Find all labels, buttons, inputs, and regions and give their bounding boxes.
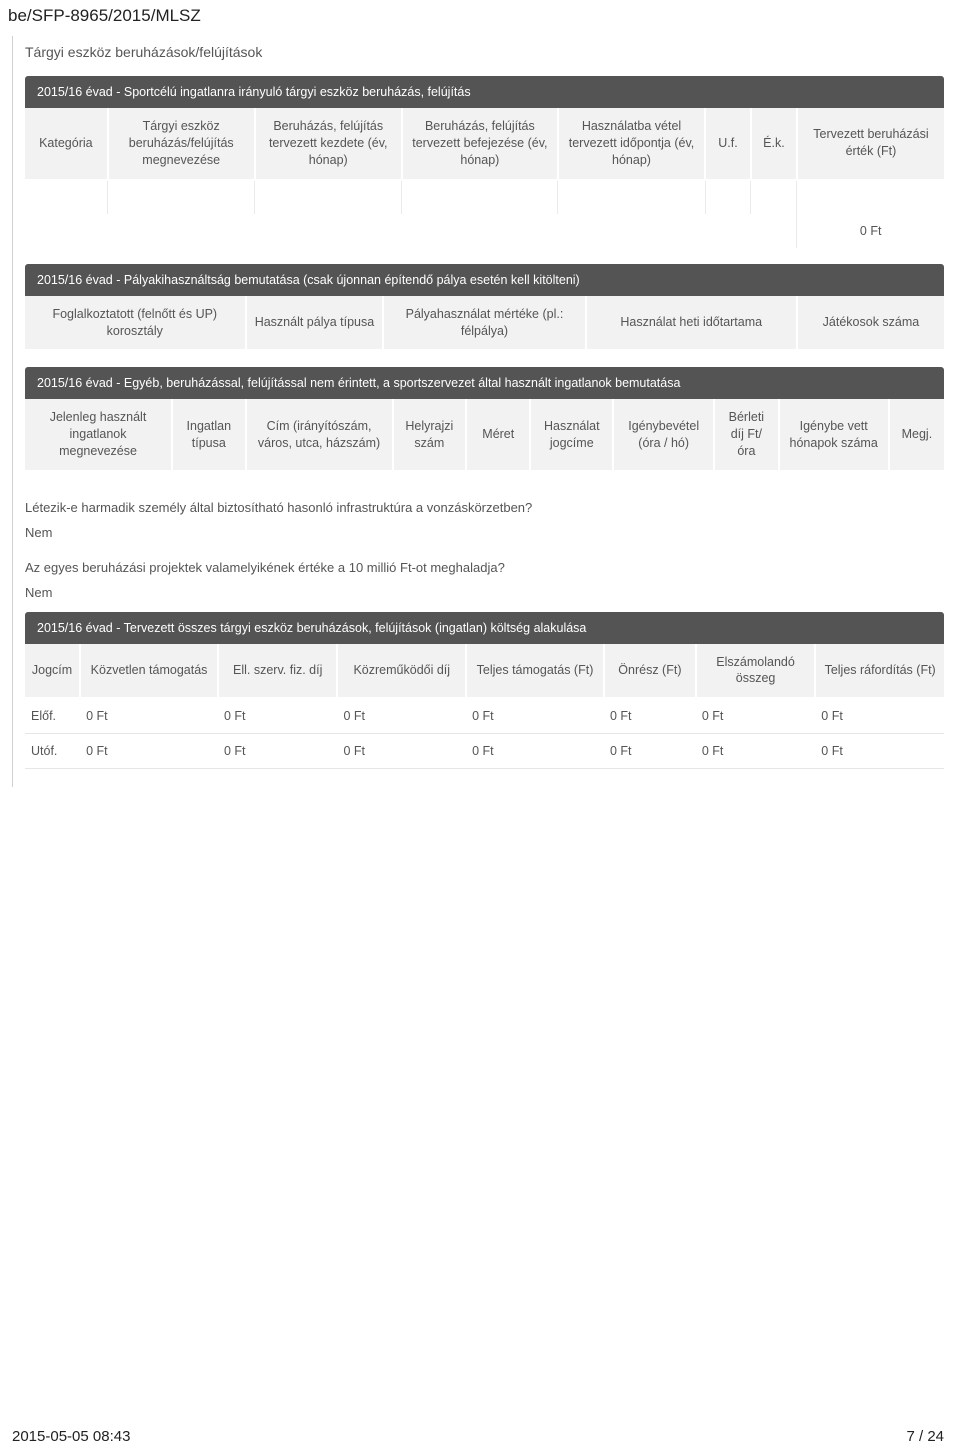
footer-timestamp: 2015-05-05 08:43 bbox=[12, 1428, 130, 1445]
th-group: Foglalkoztatott (felnőtt és UP) korosztá… bbox=[25, 296, 246, 351]
cell-value: 0 Ft bbox=[218, 733, 337, 768]
table-pitch-usage: Foglalkoztatott (felnőtt és UP) korosztá… bbox=[25, 296, 944, 352]
th-players: Játékosok száma bbox=[797, 296, 944, 351]
table-other-properties: Jelenleg használt ingatlanok megnevezése… bbox=[25, 399, 944, 472]
table-cost-summary: Jogcím Közvetlen támogatás Ell. szerv. f… bbox=[25, 644, 944, 769]
th-contrib: Közreműködői díj bbox=[337, 644, 466, 698]
answer-infrastructure: Nem bbox=[25, 519, 944, 548]
th-weekly-duration: Használat heti időtartama bbox=[586, 296, 797, 351]
th-total-expense: Teljes ráfordítás (Ft) bbox=[815, 644, 944, 698]
cell-value: 0 Ft bbox=[604, 698, 696, 734]
th-ek: É.k. bbox=[751, 108, 797, 180]
page-footer: 2015-05-05 08:43 7 / 24 bbox=[12, 1428, 944, 1445]
document-id: be/SFP-8965/2015/MLSZ bbox=[8, 0, 940, 36]
table-row: Előf. 0 Ft 0 Ft 0 Ft 0 Ft 0 Ft 0 Ft 0 Ft bbox=[25, 698, 944, 734]
th-rent: Bérleti díj Ft/óra bbox=[714, 399, 778, 471]
cell-value: 0 Ft bbox=[466, 698, 604, 734]
cell-value: 0 Ft bbox=[815, 698, 944, 734]
cell-value: 0 Ft bbox=[218, 698, 337, 734]
total-zero: 0 Ft bbox=[797, 214, 944, 248]
cell-value: 0 Ft bbox=[466, 733, 604, 768]
th-lot: Helyrajzi szám bbox=[393, 399, 467, 471]
cell-value: 0 Ft bbox=[337, 733, 466, 768]
th-usage-extent: Pályahasználat mértéke (pl.: félpálya) bbox=[383, 296, 585, 351]
cell-value: 0 Ft bbox=[80, 698, 218, 734]
th-commission: Használatba vétel tervezett időpontja (é… bbox=[558, 108, 705, 180]
th-pitch-type: Használt pálya típusa bbox=[246, 296, 384, 351]
th-own: Önrész (Ft) bbox=[604, 644, 696, 698]
table-row bbox=[25, 180, 944, 214]
th-legal: Használat jogcíme bbox=[530, 399, 613, 471]
block-cost-summary: 2015/16 évad - Tervezett összes tárgyi e… bbox=[25, 612, 944, 769]
table-investments: Kategória Tárgyi eszköz beruházás/felújí… bbox=[25, 108, 944, 248]
band-other-properties: 2015/16 évad - Egyéb, beruházással, felú… bbox=[25, 367, 944, 399]
question-infrastructure: Létezik-e harmadik személy által biztosí… bbox=[25, 488, 944, 519]
th-months: Igénybe vett hónapok száma bbox=[779, 399, 889, 471]
th-planned-value: Tervezett beruházási érték (Ft) bbox=[797, 108, 944, 180]
block-other-properties: 2015/16 évad - Egyéb, beruházással, felú… bbox=[25, 367, 944, 472]
th-end: Beruházás, felújítás tervezett befejezés… bbox=[402, 108, 558, 180]
band-pitch-usage: 2015/16 évad - Pályakihasználtság bemuta… bbox=[25, 264, 944, 296]
th-hours: Igénybevétel (óra / hó) bbox=[613, 399, 714, 471]
th-prop-type: Ingatlan típusa bbox=[172, 399, 246, 471]
band-investments: 2015/16 évad - Sportcélú ingatlanra irán… bbox=[25, 76, 944, 108]
th-prop-name: Jelenleg használt ingatlanok megnevezése bbox=[25, 399, 172, 471]
th-size: Méret bbox=[466, 399, 530, 471]
cell-value: 0 Ft bbox=[80, 733, 218, 768]
th-accountable: Elszámolandó összeg bbox=[696, 644, 815, 698]
cell-jogcim: Utóf. bbox=[25, 733, 80, 768]
answer-10m: Nem bbox=[25, 579, 944, 608]
cell-jogcim: Előf. bbox=[25, 698, 80, 734]
cell-value: 0 Ft bbox=[604, 733, 696, 768]
cell-value: 0 Ft bbox=[696, 733, 815, 768]
th-category: Kategória bbox=[25, 108, 108, 180]
section-title: Tárgyi eszköz beruházások/felújítások bbox=[25, 36, 944, 72]
cell-value: 0 Ft bbox=[696, 698, 815, 734]
footer-page-number: 7 / 24 bbox=[906, 1428, 944, 1445]
th-asset-name: Tárgyi eszköz beruházás/felújítás megnev… bbox=[108, 108, 255, 180]
cell-value: 0 Ft bbox=[815, 733, 944, 768]
block-investments: 2015/16 évad - Sportcélú ingatlanra irán… bbox=[25, 76, 944, 248]
th-fee: Ell. szerv. fiz. díj bbox=[218, 644, 337, 698]
th-uf: U.f. bbox=[705, 108, 751, 180]
th-note: Megj. bbox=[889, 399, 944, 471]
block-pitch-usage: 2015/16 évad - Pályakihasználtság bemuta… bbox=[25, 264, 944, 352]
th-jogcim: Jogcím bbox=[25, 644, 80, 698]
th-total-support: Teljes támogatás (Ft) bbox=[466, 644, 604, 698]
table-row: 0 Ft bbox=[25, 214, 944, 248]
th-address: Cím (irányítószám, város, utca, házszám) bbox=[246, 399, 393, 471]
th-start: Beruházás, felújítás tervezett kezdete (… bbox=[255, 108, 402, 180]
cell-value: 0 Ft bbox=[337, 698, 466, 734]
band-cost-summary: 2015/16 évad - Tervezett összes tárgyi e… bbox=[25, 612, 944, 644]
question-10m: Az egyes beruházási projektek valamelyik… bbox=[25, 548, 944, 579]
th-direct: Közvetlen támogatás bbox=[80, 644, 218, 698]
table-row: Utóf. 0 Ft 0 Ft 0 Ft 0 Ft 0 Ft 0 Ft 0 Ft bbox=[25, 733, 944, 768]
